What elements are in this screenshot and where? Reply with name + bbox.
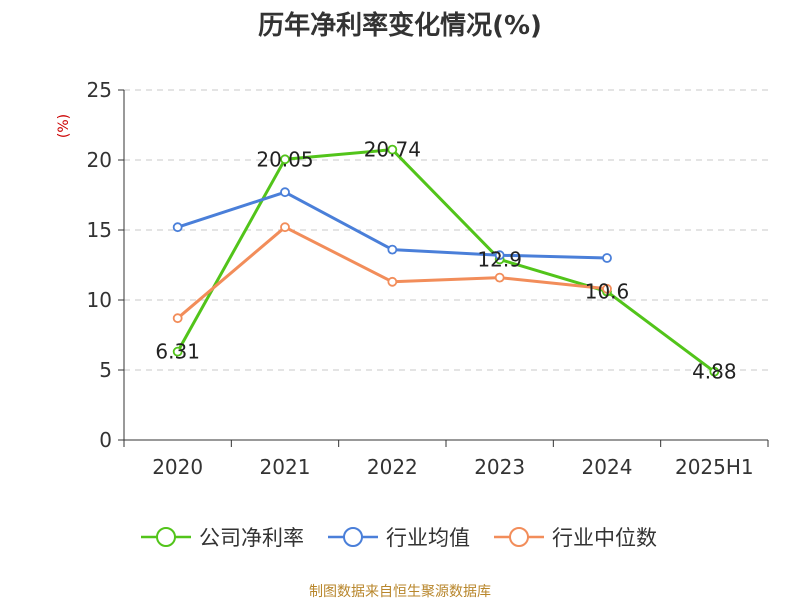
series-2-point (280, 222, 290, 233)
legend-label: 行业均值 (386, 526, 470, 550)
data-label: 12.9 (477, 247, 522, 271)
legend-item-1: 行业均值 (328, 526, 470, 550)
series-2-point (494, 272, 505, 283)
y-tick-label: 10 (87, 288, 112, 312)
y-axis-label: (%) (56, 114, 72, 138)
legend-item-2: 行业中位数 (494, 526, 657, 550)
chart-title: 历年净利率变化情况(%) (258, 10, 542, 41)
series-0-point (172, 346, 183, 357)
data-label: 20.74 (364, 138, 421, 162)
legend-item-0: 公司净利率 (141, 526, 304, 550)
series-2-point (172, 313, 183, 324)
series-2-point (387, 276, 398, 287)
series-1-point (172, 222, 183, 233)
series-0-point (709, 366, 720, 377)
y-tick-label: 20 (87, 148, 112, 172)
data-label: 10.6 (585, 280, 630, 304)
y-tick-label: 25 (87, 78, 112, 102)
series-1-point (602, 253, 612, 263)
source-note: 制图数据来自恒生聚源数据库 (309, 584, 491, 600)
axes: 0 5 10 15 20 25 2020 2021 2022 2023 2024 2025H1 (87, 78, 769, 479)
data-labels: 6.31 20.05 20.74 12.9 10.6 4.88 (155, 138, 736, 384)
series-0-point (280, 154, 290, 165)
series-1-point (387, 244, 398, 255)
grid-lines (124, 89, 768, 371)
series-2-point (602, 283, 612, 294)
data-label: 20.05 (256, 147, 313, 171)
x-tick-label: 2021 (260, 455, 311, 479)
series-lines (172, 144, 720, 377)
x-tick-label: 2023 (474, 455, 525, 479)
legend-marker (156, 527, 176, 547)
x-tick-label: 2020 (152, 455, 203, 479)
x-tick-label: 2022 (367, 455, 418, 479)
data-label: 4.88 (692, 360, 737, 384)
data-label: 6.31 (155, 340, 200, 364)
series-1-point (280, 187, 290, 198)
legend-label: 公司净利率 (199, 526, 304, 550)
series-1-point (494, 250, 505, 261)
legend-marker (509, 527, 529, 547)
legend-label: 行业中位数 (552, 526, 657, 550)
y-tick-label: 15 (87, 218, 112, 242)
series-line-0 (176, 148, 716, 373)
y-tick-label: 5 (99, 358, 112, 382)
legend: 公司净利率 行业均值 行业中位数 (141, 526, 657, 550)
x-tick-label: 2025H1 (675, 455, 754, 479)
series-0-point (387, 144, 398, 155)
legend-marker (343, 527, 363, 547)
x-tick-label: 2024 (582, 455, 633, 479)
y-tick-label: 0 (99, 428, 112, 452)
